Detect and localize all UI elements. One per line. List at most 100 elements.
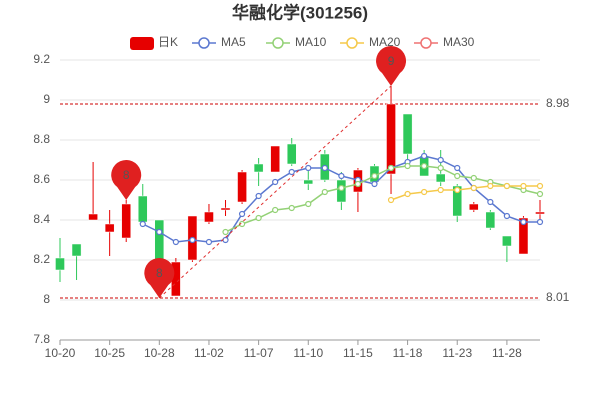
candle-body	[485, 211, 496, 229]
candle-body	[55, 257, 65, 271]
ma-point	[437, 156, 444, 164]
ma-point	[371, 172, 378, 180]
ma-point	[371, 180, 378, 188]
x-tick-label: 10-20	[45, 346, 76, 360]
candle-body	[502, 235, 512, 247]
ma-point	[255, 192, 262, 200]
legend-icon	[198, 37, 210, 49]
y-tick-label: 8.2	[33, 252, 50, 266]
ma-point	[503, 182, 510, 190]
ma-point	[437, 164, 444, 172]
legend-label: MA5	[221, 35, 246, 49]
ma-point	[487, 182, 494, 190]
ma-line	[390, 185, 540, 201]
candle-body	[137, 195, 148, 223]
ma-point	[520, 218, 527, 226]
candle-body	[204, 211, 214, 223]
candle-body	[253, 163, 264, 173]
y-tick-label: 7.8	[33, 332, 50, 346]
candle-body	[452, 185, 463, 217]
ma-point	[421, 188, 428, 196]
ma-point	[454, 172, 461, 180]
ma-point	[354, 180, 362, 188]
ma-point	[139, 220, 146, 228]
legend-label: 日K	[158, 35, 178, 49]
candle-body	[88, 213, 98, 221]
candle-body	[121, 203, 132, 239]
x-tick-label: 11-07	[244, 346, 274, 360]
candle-body	[237, 171, 247, 203]
ma-point	[288, 168, 295, 176]
ma-point	[272, 178, 279, 186]
chart-title: 华融化学(301256)	[232, 2, 368, 22]
ma-point	[487, 198, 494, 206]
candle-body	[270, 145, 280, 173]
pin-connector	[158, 85, 392, 299]
ma-point	[172, 238, 179, 246]
pin-marker	[376, 45, 407, 86]
ma-point	[222, 228, 229, 236]
ma-point	[454, 186, 461, 194]
x-tick-label: 10-28	[144, 346, 175, 360]
ma-point	[421, 162, 428, 170]
pin-label: 8	[156, 266, 163, 280]
y-tick-label: 9.2	[33, 52, 50, 66]
pin-marker	[111, 160, 142, 200]
ma-point	[156, 228, 163, 236]
ma-point	[387, 196, 395, 204]
x-tick-label: 11-10	[293, 346, 323, 360]
ma-point	[321, 164, 328, 172]
x-tick-label: 11-28	[492, 346, 522, 360]
legend-label: MA30	[443, 35, 475, 49]
candle-body	[220, 207, 231, 211]
ma-point	[470, 184, 477, 192]
legend-icon	[272, 37, 284, 49]
legend-icon	[420, 37, 432, 49]
y-tick-label: 8.8	[33, 132, 50, 146]
candle-body	[303, 179, 314, 185]
y-tick-label: 8.6	[33, 172, 50, 186]
candle-body	[402, 113, 413, 155]
ma-point	[470, 174, 477, 182]
x-tick-label: 11-02	[194, 346, 224, 360]
ma-point	[272, 206, 279, 214]
pin-label: 8	[123, 168, 130, 182]
legend-icon	[130, 37, 154, 50]
ma-point	[222, 236, 229, 244]
x-tick-label: 11-23	[442, 346, 472, 360]
x-tick-label: 10-25	[94, 346, 125, 360]
x-tick-label: 11-15	[343, 346, 373, 360]
ma-point	[338, 184, 345, 192]
candle-body	[104, 223, 115, 233]
pin-marker	[144, 258, 175, 298]
ma-point	[404, 162, 411, 170]
ma-point	[387, 164, 395, 172]
ma-point	[205, 238, 213, 246]
ma-point	[520, 182, 527, 190]
ma-point	[288, 204, 295, 212]
ma-point	[238, 210, 246, 218]
ma-point	[536, 190, 544, 198]
ma-point	[437, 186, 444, 194]
y-tick-label: 9	[43, 92, 50, 106]
ma-point	[421, 152, 428, 160]
candle-body	[468, 203, 479, 211]
legend-label: MA10	[295, 35, 327, 49]
ma-point	[305, 164, 312, 172]
ma-point	[503, 212, 510, 220]
legend-label: MA20	[369, 35, 401, 49]
reference-label: 8.98	[546, 96, 570, 110]
ma-point	[404, 190, 411, 198]
legend-icon	[346, 37, 358, 49]
ma-point	[189, 236, 196, 244]
pin-label: 9	[388, 54, 395, 68]
candle-body	[518, 217, 529, 255]
ma-point	[338, 172, 345, 180]
ma-point	[536, 182, 544, 190]
y-tick-label: 8.4	[33, 212, 50, 226]
candle-body	[286, 143, 297, 165]
ma-point	[305, 200, 312, 208]
candle-body	[386, 103, 396, 175]
